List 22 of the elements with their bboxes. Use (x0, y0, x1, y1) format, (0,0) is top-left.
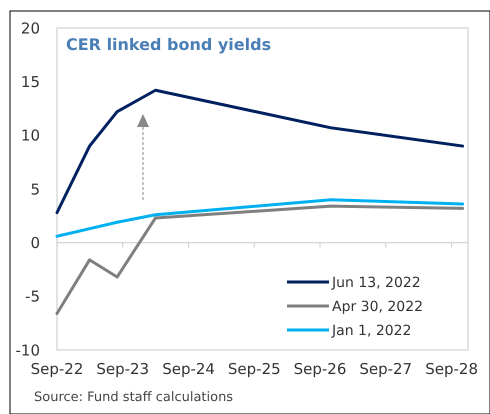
y-tick-label: 5 (30, 180, 40, 198)
y-tick-label: 0 (30, 234, 40, 252)
x-tick-label: Sep-28 (425, 360, 478, 378)
y-tick-label: 20 (20, 19, 40, 38)
line-series (56, 198, 464, 238)
source-note: Source: Fund staff calculations (34, 390, 234, 405)
legend-label: Apr 30, 2022 (332, 298, 424, 315)
line-series (56, 88, 464, 214)
x-tick-label: Sep-27 (359, 360, 412, 378)
text: CER linked bond yields (66, 35, 272, 54)
x-tick-label: Sep-26 (294, 360, 346, 378)
x-tick-label: Sep-24 (162, 360, 215, 378)
line-series (56, 204, 464, 316)
y-tick-label: 15 (20, 72, 40, 91)
y-tick-label: -5 (25, 288, 40, 306)
y-tick-label: -10 (16, 341, 40, 360)
legend-label: Jan 1, 2022 (331, 322, 412, 339)
x-tick-label: Sep-25 (228, 360, 281, 378)
x-tick-label: Sep-22 (30, 360, 84, 378)
x-tick-label: Sep-23 (96, 360, 150, 378)
y-tick-label: 10 (20, 126, 40, 145)
legend-label: Jun 13, 2022 (331, 274, 421, 291)
